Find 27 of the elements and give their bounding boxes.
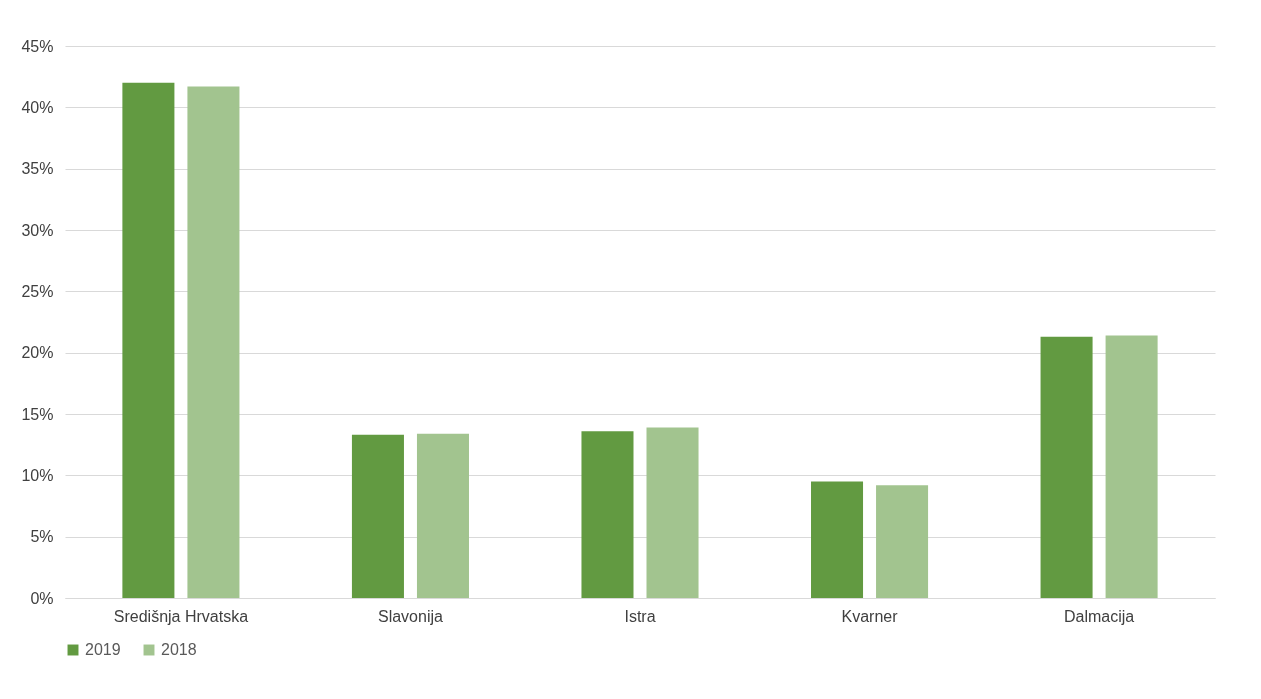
x-tick-label: Dalmacija xyxy=(1063,607,1135,625)
bar xyxy=(1040,336,1093,598)
bar xyxy=(876,485,929,598)
y-tick-label: 5% xyxy=(30,528,54,546)
y-tick-label: 30% xyxy=(21,221,54,239)
y-tick-label: 0% xyxy=(30,589,54,607)
x-tick-label: Središnja Hrvatska xyxy=(113,607,249,625)
legend-label: 2019 xyxy=(85,641,121,658)
bar xyxy=(811,481,864,598)
x-tick-label: Kvarner xyxy=(841,607,899,625)
bar xyxy=(187,86,240,598)
y-tick-label: 20% xyxy=(21,344,54,362)
y-tick-label: 45% xyxy=(21,37,54,55)
bar xyxy=(351,434,404,598)
x-tick-label: Istra xyxy=(624,607,656,625)
y-tick-label: 15% xyxy=(21,405,54,423)
y-tick-label: 35% xyxy=(21,160,54,178)
bar xyxy=(122,82,175,598)
bar xyxy=(646,427,699,598)
y-tick-label: 25% xyxy=(21,282,54,300)
y-tick-label: 10% xyxy=(21,466,54,484)
bar xyxy=(416,433,469,598)
legend-label: 2018 xyxy=(161,641,197,658)
x-tick-label: Slavonija xyxy=(377,607,444,625)
bar xyxy=(1105,335,1158,598)
y-tick-label: 40% xyxy=(21,98,54,116)
bar xyxy=(581,431,634,598)
